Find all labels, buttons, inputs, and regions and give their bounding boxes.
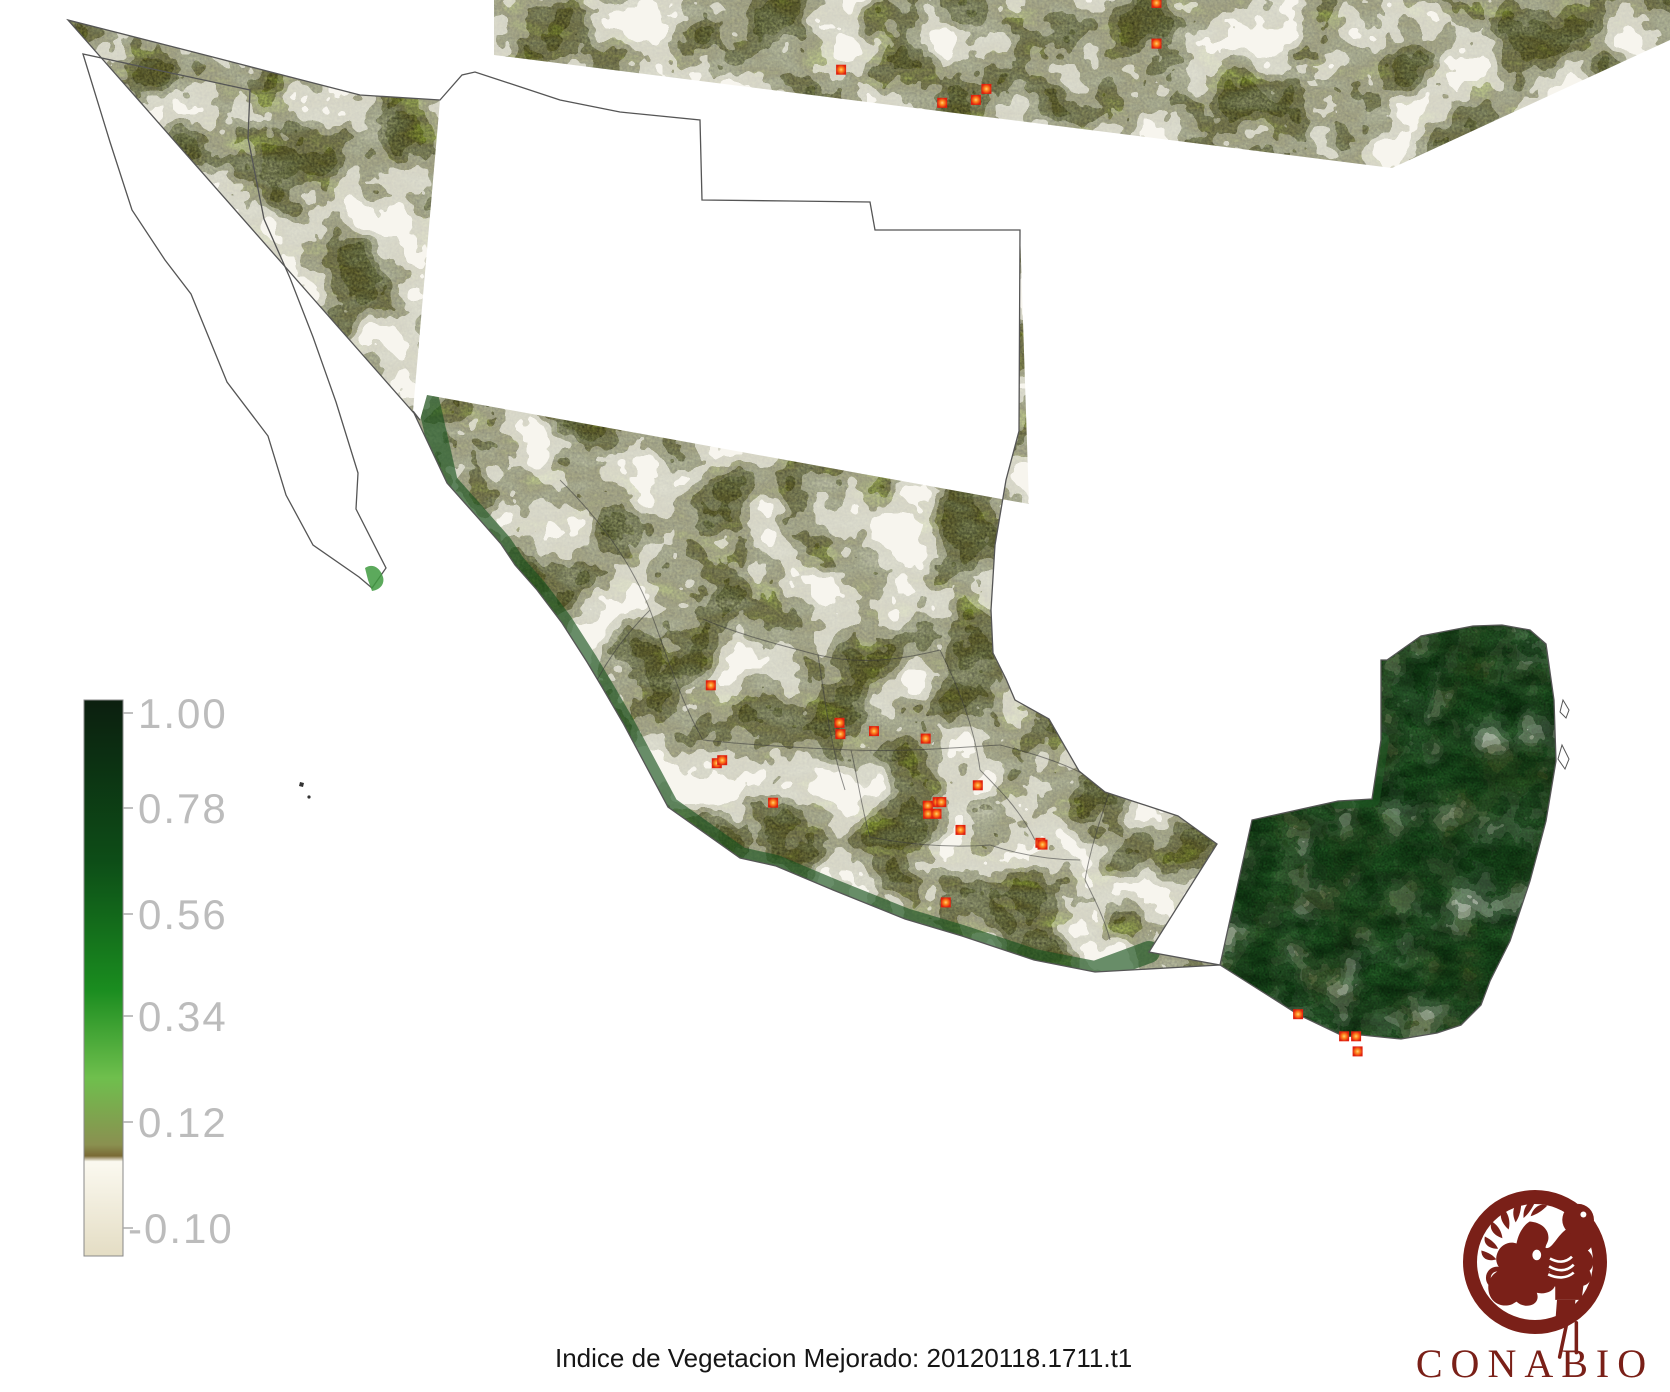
svg-text:0.34: 0.34: [138, 993, 228, 1040]
svg-text:0.12: 0.12: [138, 1099, 228, 1146]
svg-text:0.56: 0.56: [138, 891, 228, 938]
svg-text:0.78: 0.78: [138, 785, 228, 832]
svg-text:CONABIO: CONABIO: [1416, 1341, 1654, 1386]
svg-text:Indice de Vegetacion Mejorado:: Indice de Vegetacion Mejorado: 20120118.…: [555, 1343, 1132, 1373]
svg-text:1.00: 1.00: [138, 690, 228, 737]
svg-text:-0.10: -0.10: [128, 1205, 234, 1252]
